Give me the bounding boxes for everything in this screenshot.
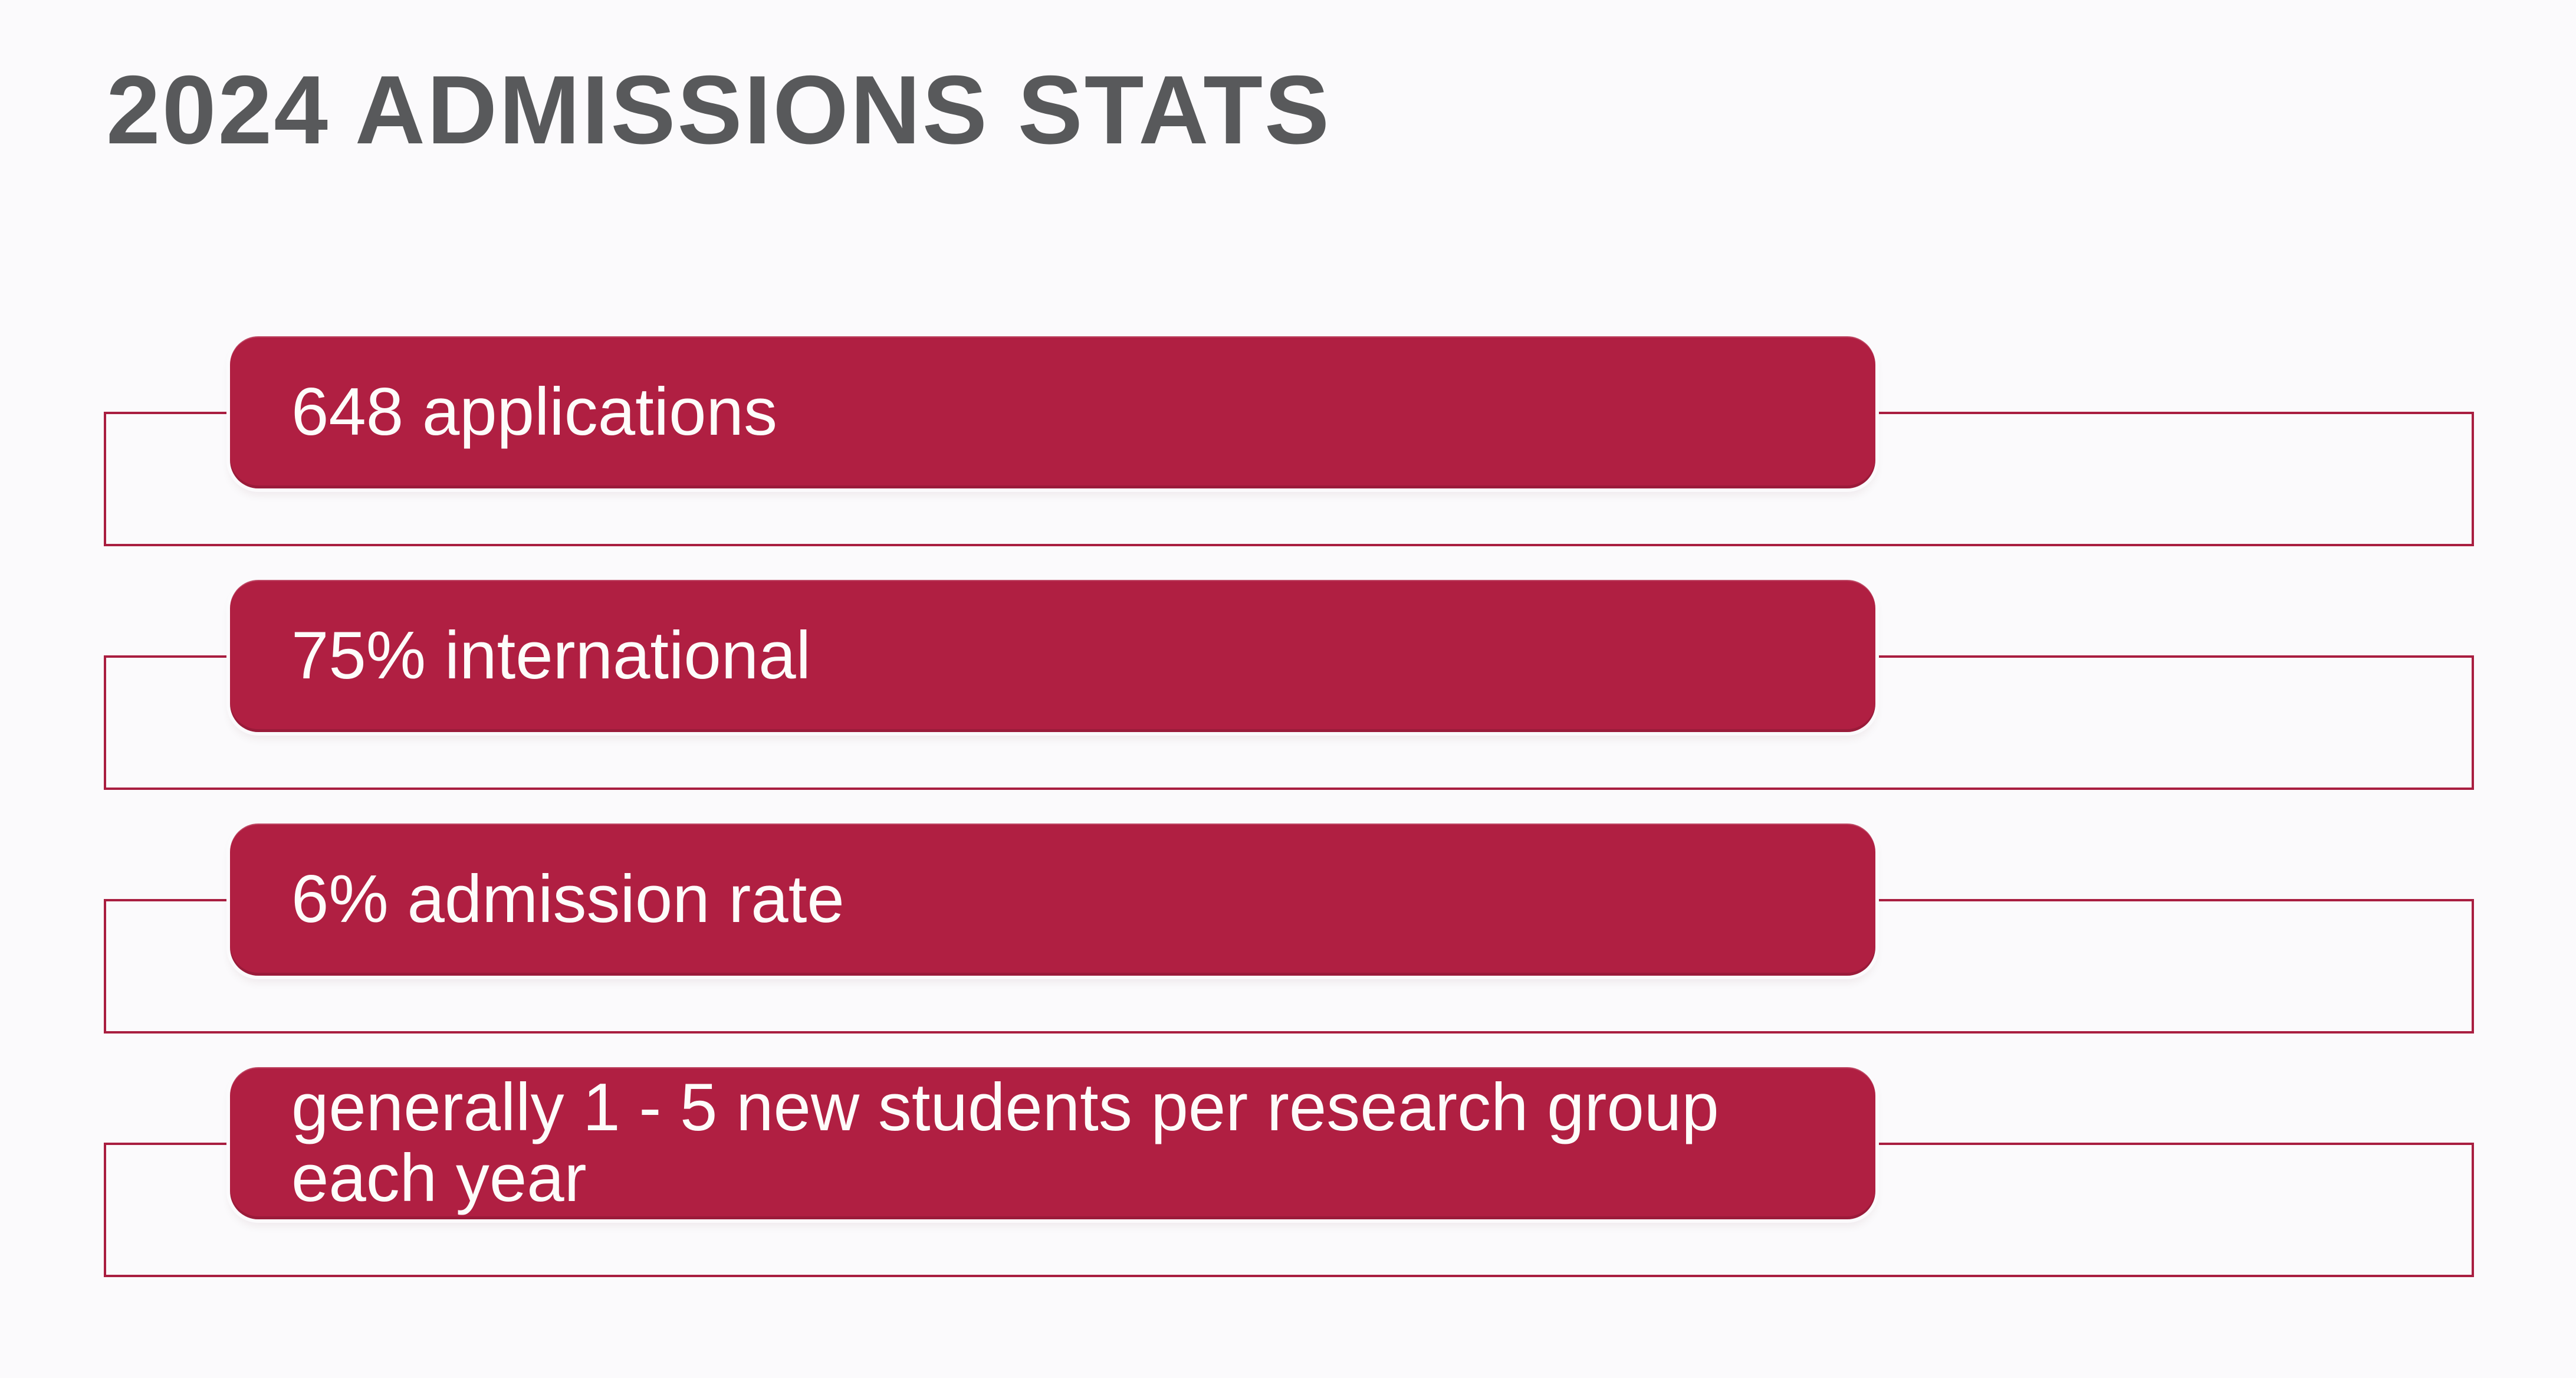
stat-box: generally 1 - 5 new students per researc… [230,1067,1875,1219]
stat-label: 75% international [291,618,811,694]
stat-box: 648 applications [230,336,1875,488]
stat-row: 75% international [0,580,2576,790]
stat-label: 6% admission rate [291,862,845,937]
stat-label: generally 1 - 5 new students per researc… [291,1070,1719,1216]
stat-row: generally 1 - 5 new students per researc… [0,1067,2576,1277]
page-title: 2024 ADMISSIONS STATS [106,55,1332,164]
stat-box: 6% admission rate [230,823,1875,976]
stat-row: 6% admission rate [0,823,2576,1034]
stat-label: 648 applications [291,375,777,450]
stat-box: 75% international [230,580,1875,732]
stat-row: 648 applications [0,336,2576,546]
